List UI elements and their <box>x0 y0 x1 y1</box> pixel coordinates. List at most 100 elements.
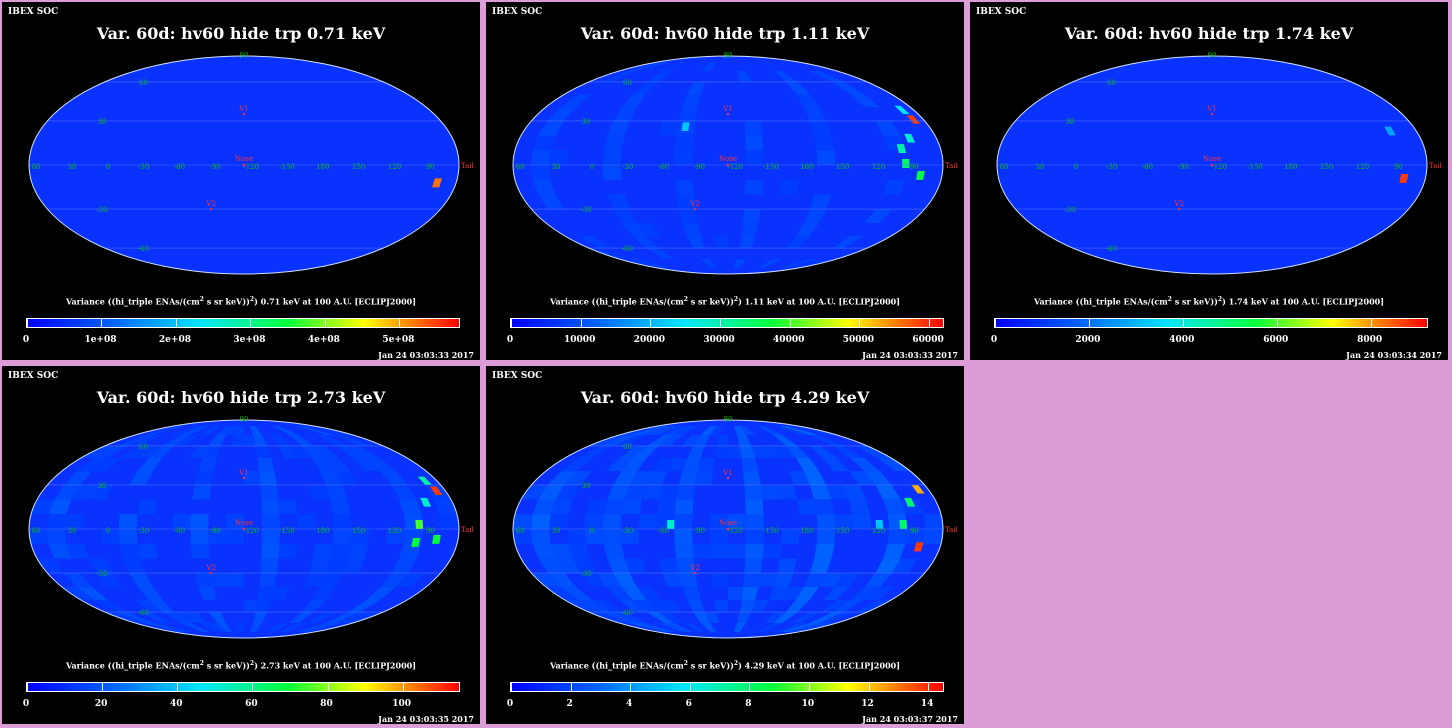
heat-cell <box>834 514 854 529</box>
lon-label: 0 <box>1074 163 1078 171</box>
lat-label: 30 <box>98 118 107 126</box>
heat-cell <box>863 586 896 600</box>
colorbar-tick <box>399 319 401 327</box>
heat-cell-hot <box>902 159 910 168</box>
v2-marker <box>694 207 697 211</box>
heat-cell <box>803 107 827 121</box>
heat-cell <box>682 94 701 108</box>
heat-cell <box>745 179 764 195</box>
lon-label: 150 <box>352 163 365 171</box>
lat-label: 30 <box>98 482 107 490</box>
lon-label: 180 <box>1284 163 1297 171</box>
heat-cell <box>319 573 343 587</box>
colorbar-tick <box>808 683 810 691</box>
colorbar-tick <box>630 683 632 691</box>
heat-cell <box>607 194 630 210</box>
heat-cell <box>532 179 556 195</box>
nose-label: Nose <box>719 155 737 163</box>
heat-cell <box>244 471 261 485</box>
heat-cell <box>137 458 163 472</box>
heat-cell <box>785 599 810 613</box>
heat-cell <box>809 71 844 82</box>
v2-label: V2 <box>689 200 700 208</box>
heat-cell <box>162 612 190 623</box>
timestamp: Jan 24 03:03:33 2017 <box>378 350 474 360</box>
heat-cell <box>877 458 911 472</box>
heat-cell <box>180 425 209 436</box>
lon-label: -120 <box>243 163 259 171</box>
heat-cell <box>325 484 348 500</box>
heat-cell <box>135 599 163 613</box>
heat-cell <box>745 499 764 515</box>
nose-label: Nose <box>235 519 253 527</box>
heat-cell <box>334 612 372 623</box>
heat-cell <box>850 94 880 108</box>
heat-cell <box>728 445 742 459</box>
heat-cell <box>809 612 844 623</box>
heat-cell <box>302 622 344 633</box>
heat-cell <box>676 194 696 210</box>
heat-cell <box>37 558 64 574</box>
heat-cell <box>46 514 67 529</box>
lon-label: -120 <box>243 527 259 535</box>
heat-cell <box>325 612 360 623</box>
heat-cell <box>271 435 291 446</box>
heat-cell <box>733 258 747 269</box>
heat-cell <box>600 435 638 446</box>
heat-cell <box>568 543 591 559</box>
colorbar-tick-label: 40 <box>169 699 183 709</box>
heat-cell <box>664 425 693 436</box>
heat-cell <box>700 425 717 436</box>
lon-label: -90 <box>694 527 705 535</box>
map-outline <box>28 419 460 639</box>
colorbar-tick-label: 2e+08 <box>158 335 191 345</box>
heat-cell <box>600 71 638 82</box>
heat-cell <box>697 458 715 472</box>
panel-title: Var. 60d: hv60 hide trp 0.71 keV <box>96 24 386 43</box>
heat-cell <box>780 258 819 269</box>
heat-cell <box>190 514 209 529</box>
lat-label: -30 <box>96 570 107 578</box>
heat-cell <box>29 529 49 544</box>
heat-cell <box>297 514 316 529</box>
heat-cell <box>743 471 761 485</box>
v2-label: V2 <box>205 200 216 208</box>
lat-label: -30 <box>1064 206 1075 214</box>
heat-cell <box>832 81 864 95</box>
heat-cell-hot <box>429 486 443 495</box>
heat-cell <box>584 514 604 529</box>
nose-marker <box>242 163 246 167</box>
heat-cell <box>564 471 592 485</box>
heat-cell <box>814 135 835 151</box>
heat-cell <box>234 622 244 633</box>
colorbar-tick-label: 8000 <box>1357 335 1383 345</box>
heat-cell <box>739 425 756 436</box>
colorbar-tick-label: 1e+08 <box>84 335 117 345</box>
heat-cell <box>714 599 728 613</box>
heat-cell <box>348 445 380 459</box>
heat-cell <box>80 445 117 459</box>
colorbar-tick <box>929 319 931 327</box>
heat-cell <box>399 543 422 559</box>
heat-cell <box>273 425 299 436</box>
heat-cell <box>606 458 633 472</box>
heat-cell <box>744 484 763 500</box>
heat-cell <box>290 445 312 459</box>
heat-cell <box>548 514 569 529</box>
heat-cell <box>602 150 622 165</box>
lat-label: 60 <box>623 443 632 451</box>
colorbar-tick <box>650 319 652 327</box>
colorbar-tick-label: 4 <box>626 699 633 709</box>
heat-cell <box>733 622 747 633</box>
colorbar <box>510 682 944 692</box>
heat-cell <box>190 543 210 559</box>
heat-cell <box>538 484 565 500</box>
heat-cell <box>104 612 145 623</box>
header-label: IBEX SOC <box>976 7 1027 17</box>
heat-cell <box>621 222 647 236</box>
lat-label: -60 <box>1106 245 1117 253</box>
heat-cell <box>61 586 95 600</box>
sky-map-panel: IBEX SOC Var. 60d: hv60 hide trp 1.11 keV… <box>486 2 964 360</box>
colorbar-tick-label: 0 <box>22 335 30 345</box>
heat-cell <box>619 599 647 613</box>
